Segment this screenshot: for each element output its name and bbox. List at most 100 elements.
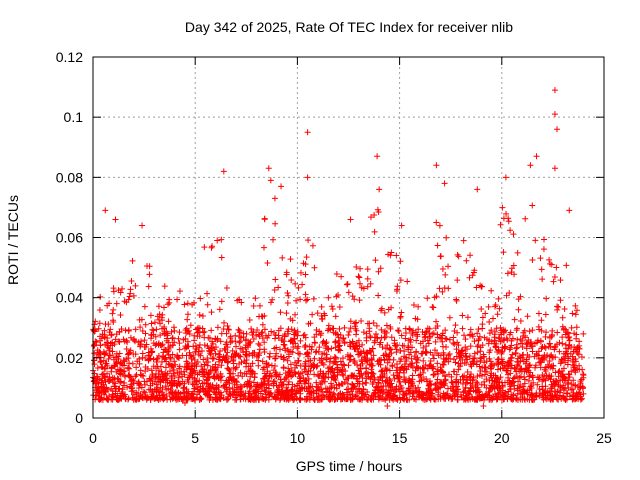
data-point — [204, 301, 211, 308]
data-point — [291, 393, 298, 400]
data-point — [247, 383, 254, 390]
data-point — [437, 253, 444, 260]
data-point — [216, 358, 223, 365]
data-point — [201, 342, 208, 349]
data-point — [256, 350, 263, 357]
data-point — [299, 281, 306, 288]
data-point — [373, 322, 380, 329]
data-point — [463, 360, 470, 367]
data-point — [381, 309, 388, 316]
data-point — [527, 383, 534, 390]
data-point — [166, 296, 173, 303]
data-point — [377, 265, 384, 272]
data-point — [366, 320, 373, 327]
data-point — [415, 384, 422, 391]
data-point — [474, 349, 481, 356]
y-tick-label: 0.04 — [56, 290, 83, 306]
data-point — [183, 366, 190, 373]
data-point — [132, 326, 139, 333]
data-point — [534, 381, 541, 388]
data-point — [577, 396, 584, 403]
data-point — [362, 370, 369, 377]
data-point — [358, 350, 365, 357]
data-point — [176, 340, 183, 347]
data-point — [427, 358, 434, 365]
data-point — [378, 305, 385, 312]
data-point — [564, 390, 571, 397]
data-point — [245, 380, 252, 387]
data-point — [218, 254, 225, 261]
data-point — [150, 331, 157, 338]
data-point — [438, 335, 445, 342]
data-point — [488, 327, 495, 334]
data-point — [275, 332, 282, 339]
data-point — [363, 375, 370, 382]
data-point — [222, 341, 229, 348]
data-point — [287, 348, 294, 355]
data-point — [311, 355, 318, 362]
data-point — [426, 361, 433, 368]
data-point — [337, 358, 344, 365]
data-point — [181, 390, 188, 397]
data-point — [546, 256, 553, 263]
data-point — [210, 355, 217, 362]
data-point — [204, 342, 211, 349]
data-point — [144, 263, 151, 270]
data-point — [379, 344, 386, 351]
data-point — [398, 332, 405, 339]
data-point — [507, 395, 514, 402]
data-point — [370, 379, 377, 386]
data-point — [201, 366, 208, 373]
data-point — [246, 339, 253, 346]
data-point — [414, 356, 421, 363]
data-point — [486, 319, 493, 326]
data-point — [541, 236, 548, 243]
data-point — [572, 382, 579, 389]
data-point — [246, 388, 253, 395]
data-point — [246, 316, 253, 323]
data-point — [394, 372, 401, 379]
data-point — [113, 300, 120, 307]
data-point — [202, 388, 209, 395]
data-point — [406, 396, 413, 403]
data-point — [136, 360, 143, 367]
data-point — [370, 320, 377, 327]
data-point — [217, 377, 224, 384]
data-point — [108, 368, 115, 375]
data-point — [96, 348, 103, 355]
data-point — [248, 393, 255, 400]
data-point — [184, 360, 191, 367]
data-point — [450, 339, 457, 346]
data-point — [508, 354, 515, 361]
data-point — [369, 362, 376, 369]
data-point — [185, 378, 192, 385]
data-point — [221, 319, 228, 326]
data-point — [162, 364, 169, 371]
data-point — [343, 281, 350, 288]
data-point — [471, 396, 478, 403]
data-point — [91, 321, 98, 328]
data-point — [132, 351, 139, 358]
data-point — [496, 334, 503, 341]
data-point — [125, 395, 132, 402]
data-point — [323, 343, 330, 350]
data-point — [102, 207, 109, 214]
y-tick-label: 0.12 — [56, 49, 83, 65]
data-point — [302, 380, 309, 387]
data-point — [459, 325, 466, 332]
data-point — [335, 334, 342, 341]
data-point — [157, 379, 164, 386]
data-point — [276, 396, 283, 403]
data-point — [459, 312, 466, 319]
data-point — [239, 373, 246, 380]
data-point — [332, 359, 339, 366]
data-point — [206, 347, 213, 354]
data-point — [405, 346, 412, 353]
data-point — [215, 383, 222, 390]
axis-ticks: 0 0.02 0.04 0.06 0.08 0.1 0.12 0 5 10 15 20 25 — [56, 49, 612, 446]
data-point — [549, 365, 556, 372]
data-point — [119, 285, 126, 292]
data-point — [492, 343, 499, 350]
data-point — [257, 382, 264, 389]
data-point — [261, 216, 268, 223]
